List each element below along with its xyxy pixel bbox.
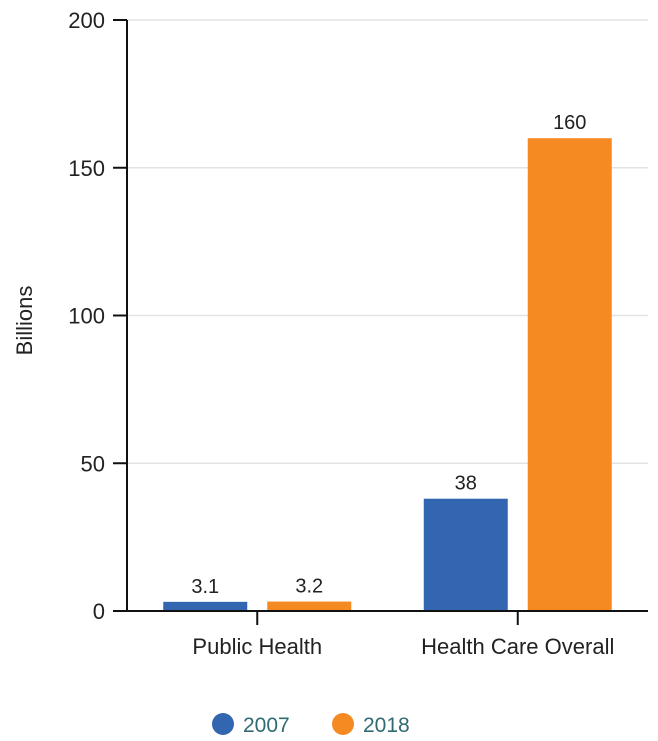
y-tick-label: 0 [93,599,105,624]
y-ticks: 0 50 100 150 200 [68,8,127,624]
y-axis-title: Billions [12,286,37,356]
legend: 2007 2018 [212,713,410,737]
x-category-label: Health Care Overall [421,634,614,659]
data-label: 160 [553,112,586,134]
data-labels: 3.1 3.2 38 160 [191,112,586,598]
x-categories: Public Health Health Care Overall [192,611,614,659]
legend-swatch-2007 [212,713,234,735]
data-label: 3.1 [191,576,219,598]
legend-label: 2007 [243,714,290,737]
bar-2018-0 [267,601,352,611]
data-label: 3.2 [295,576,323,598]
y-tick-label: 150 [68,156,105,181]
bar-2018-1 [527,138,612,611]
bar-2007-1 [423,498,508,611]
legend-label: 2018 [363,714,410,737]
legend-swatch-2018 [332,713,354,735]
y-tick-label: 200 [68,8,105,33]
data-label: 38 [455,473,477,495]
bar-2007-0 [163,601,248,611]
x-category-label: Public Health [192,634,322,659]
bars [163,138,612,611]
y-tick-label: 100 [68,304,105,329]
y-tick-label: 50 [81,451,105,476]
